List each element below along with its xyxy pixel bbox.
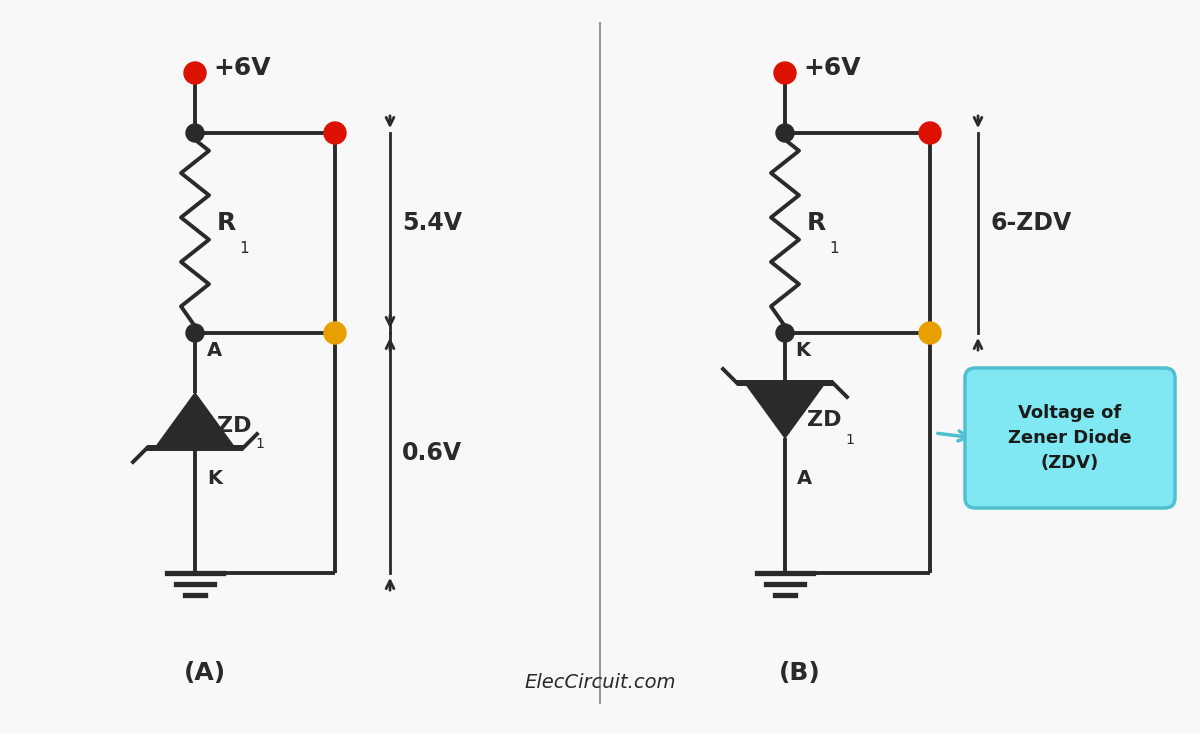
Text: ElecCircuit.com: ElecCircuit.com <box>524 674 676 693</box>
Text: Voltage of
Zener Diode
(ZDV): Voltage of Zener Diode (ZDV) <box>1008 404 1132 472</box>
Text: R: R <box>217 211 236 235</box>
Circle shape <box>774 62 796 84</box>
Circle shape <box>324 322 346 344</box>
Circle shape <box>919 122 941 144</box>
Circle shape <box>776 324 794 342</box>
Text: K: K <box>796 342 810 361</box>
Text: (A): (A) <box>184 661 226 685</box>
Circle shape <box>776 124 794 142</box>
Text: 1: 1 <box>256 438 264 452</box>
Text: +6V: +6V <box>214 56 271 80</box>
Polygon shape <box>155 393 235 448</box>
Text: 5.4V: 5.4V <box>402 211 462 235</box>
Text: +6V: +6V <box>803 56 860 80</box>
FancyBboxPatch shape <box>965 368 1175 508</box>
Text: 0.6V: 0.6V <box>402 441 462 465</box>
Text: 1: 1 <box>845 432 854 446</box>
Text: A: A <box>797 468 812 487</box>
Circle shape <box>186 124 204 142</box>
Text: (B): (B) <box>779 661 821 685</box>
Text: 1: 1 <box>239 241 248 256</box>
Text: R: R <box>808 211 827 235</box>
Circle shape <box>324 122 346 144</box>
Text: A: A <box>208 342 222 361</box>
Text: 6-ZDV: 6-ZDV <box>990 211 1072 235</box>
Polygon shape <box>745 383 826 438</box>
Text: ZD: ZD <box>217 416 252 435</box>
Circle shape <box>186 324 204 342</box>
Text: 1: 1 <box>829 241 839 256</box>
Text: K: K <box>208 468 222 487</box>
Text: ZD: ZD <box>808 410 841 430</box>
Circle shape <box>919 322 941 344</box>
Circle shape <box>184 62 206 84</box>
